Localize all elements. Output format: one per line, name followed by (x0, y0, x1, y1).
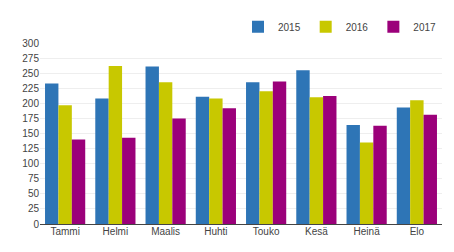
svg-text:Huhti: Huhti (204, 226, 227, 237)
svg-text:200: 200 (22, 98, 39, 109)
svg-text:2017: 2017 (413, 22, 436, 33)
svg-text:0: 0 (33, 219, 39, 230)
svg-text:275: 275 (22, 53, 39, 64)
svg-text:2016: 2016 (346, 22, 369, 33)
svg-text:225: 225 (22, 83, 39, 94)
svg-text:Touko: Touko (253, 226, 280, 237)
svg-text:Heinä: Heinä (354, 226, 381, 237)
svg-text:Kesä: Kesä (305, 226, 328, 237)
svg-text:50: 50 (28, 188, 40, 199)
svg-text:250: 250 (22, 68, 39, 79)
svg-text:175: 175 (22, 113, 39, 124)
svg-text:100: 100 (22, 158, 39, 169)
svg-text:25: 25 (28, 203, 40, 214)
svg-text:Elo: Elo (410, 226, 425, 237)
svg-text:Helmi: Helmi (103, 226, 129, 237)
svg-text:125: 125 (22, 143, 39, 154)
svg-text:2015: 2015 (278, 22, 301, 33)
svg-text:150: 150 (22, 128, 39, 139)
svg-text:300: 300 (22, 38, 39, 49)
svg-text:Maalis: Maalis (151, 226, 180, 237)
svg-text:Tammi: Tammi (50, 226, 79, 237)
svg-text:75: 75 (28, 173, 40, 184)
